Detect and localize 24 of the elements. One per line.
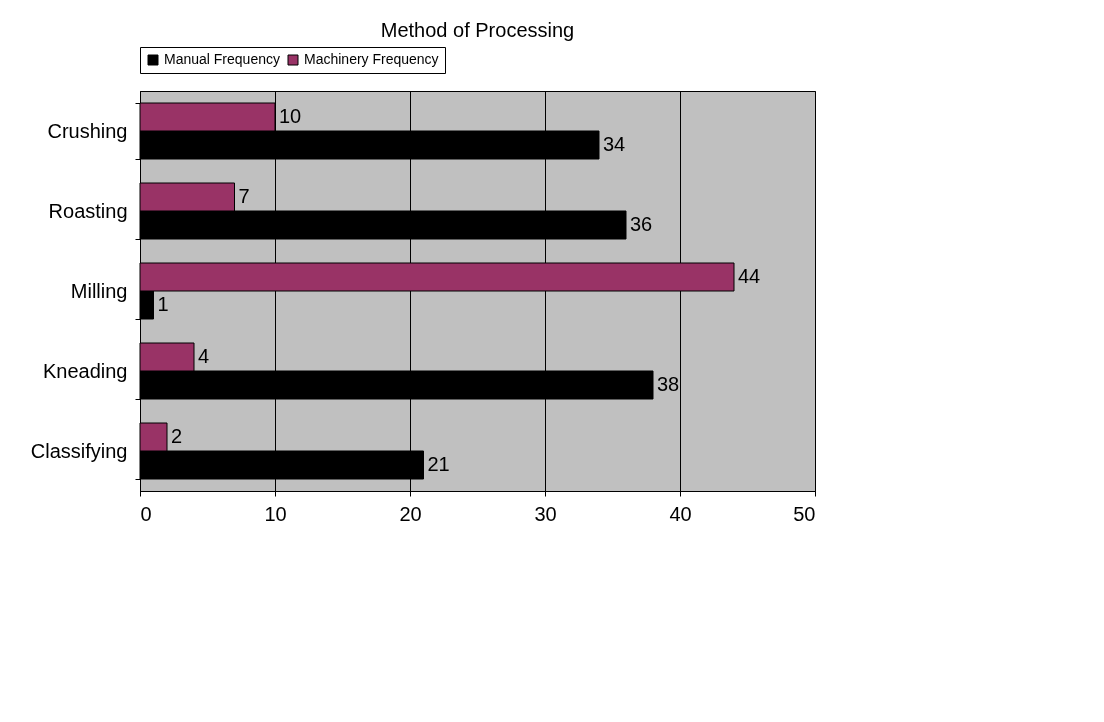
data-label: 38 [657, 373, 680, 395]
x-tick-label: 0 [140, 502, 152, 525]
data-label: 34 [603, 133, 626, 155]
y-tick-label: Kneading [42, 359, 128, 382]
x-tick-label: 40 [669, 502, 692, 525]
data-label: 10 [279, 105, 302, 127]
y-tick-label: Roasting [48, 199, 128, 222]
data-label: 7 [238, 185, 250, 207]
data-label: 21 [427, 453, 450, 475]
data-label: 36 [630, 213, 653, 235]
x-tick-label: 50 [793, 502, 816, 525]
x-tick-label: 30 [534, 502, 557, 525]
y-tick-label: Crushing [47, 119, 128, 142]
data-label: 2 [171, 425, 183, 447]
x-tick-label: 20 [399, 502, 422, 525]
chart-title: Method of Processing [380, 18, 575, 41]
data-label: 4 [198, 345, 210, 367]
y-tick-label: Classifying [30, 439, 128, 462]
data-label: 44 [738, 265, 761, 287]
data-label: 1 [157, 293, 169, 315]
y-tick-label: Milling [70, 279, 128, 302]
x-tick-label: 10 [264, 502, 287, 525]
legend-label: Manual Frequency [164, 51, 280, 67]
legend-label: Machinery Frequency [304, 51, 439, 67]
